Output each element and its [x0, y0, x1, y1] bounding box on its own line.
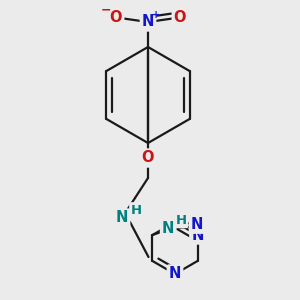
Text: N: N — [169, 266, 181, 281]
Text: O: O — [142, 151, 154, 166]
Text: O: O — [174, 11, 186, 26]
Text: H: H — [130, 203, 142, 217]
Text: −: − — [101, 4, 111, 16]
Text: O: O — [110, 11, 122, 26]
Text: N: N — [116, 211, 128, 226]
Text: N: N — [191, 217, 203, 232]
Text: N: N — [142, 14, 154, 29]
Text: N: N — [191, 227, 204, 242]
Text: N: N — [162, 221, 174, 236]
Text: +: + — [152, 10, 160, 20]
Text: H: H — [176, 214, 187, 227]
